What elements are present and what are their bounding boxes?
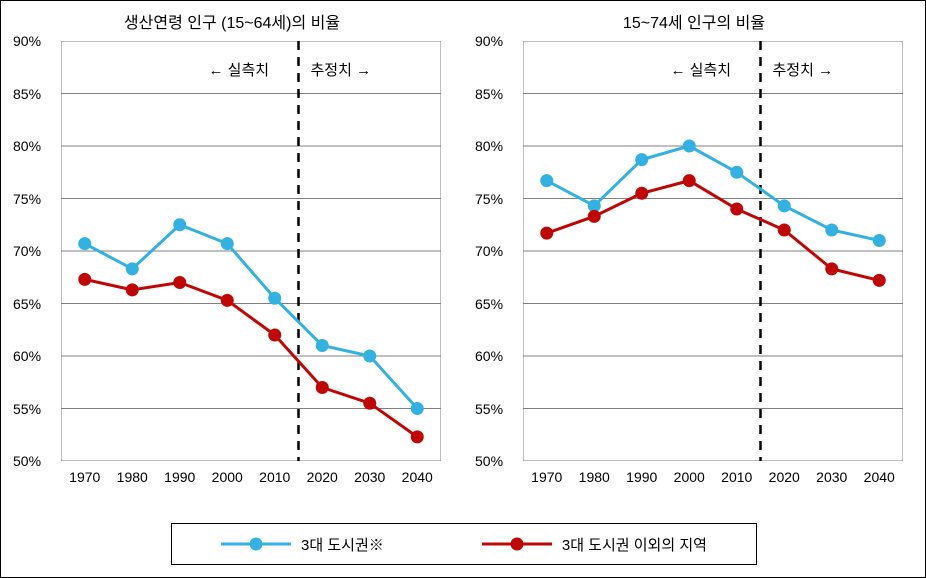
y-tick-label: 65% (13, 296, 41, 312)
y-tick-label: 90% (13, 33, 41, 49)
x-tick-label: 2040 (864, 469, 895, 485)
x-tick-label: 2000 (674, 469, 705, 485)
chart-panel-left: 생산연령 인구 (15~64세)의 비율 50%55%60%65%70%75%8… (1, 1, 463, 511)
x-tick-label: 1970 (69, 469, 100, 485)
y-tick-label: 60% (13, 348, 41, 364)
y-tick-label: 65% (475, 296, 503, 312)
series-marker-a (683, 140, 696, 153)
legend-item-nonmetro: 3대 도시권 이외의 지역 (482, 534, 707, 555)
series-marker-b (221, 294, 234, 307)
annotation-estimated: 추정치 → (311, 59, 372, 80)
x-tick-label: 1980 (579, 469, 610, 485)
series-marker-a (873, 234, 886, 247)
x-tick-label: 1990 (626, 469, 657, 485)
legend-item-metro: 3대 도시권※ (221, 534, 384, 555)
series-marker-a (411, 402, 424, 415)
series-marker-a (540, 174, 553, 187)
x-tick-label: 2030 (816, 469, 847, 485)
chart-title: 15~74세 인구의 비율 (463, 1, 925, 37)
annotation-measured: ← 실측치 (671, 59, 732, 80)
series-marker-b (78, 273, 91, 286)
y-tick-label: 50% (475, 453, 503, 469)
series-marker-b (730, 203, 743, 216)
series-marker-b (126, 283, 139, 296)
x-tick-label: 2030 (354, 469, 385, 485)
series-marker-b (683, 174, 696, 187)
series-marker-b (173, 276, 186, 289)
legend-label: 3대 도시권 이외의 지역 (562, 534, 707, 555)
y-tick-label: 85% (475, 86, 503, 102)
series-marker-b (316, 381, 329, 394)
x-tick-label: 2010 (259, 469, 290, 485)
series-marker-b (778, 224, 791, 237)
x-tick-label: 1980 (117, 469, 148, 485)
plot-area-left: 50%55%60%65%70%75%80%85%90%1970198019902… (61, 41, 441, 461)
series-marker-a (635, 153, 648, 166)
chart-title: 생산연령 인구 (15~64세)의 비율 (1, 1, 463, 37)
y-tick-label: 80% (475, 138, 503, 154)
y-tick-label: 70% (13, 243, 41, 259)
series-marker-a (268, 292, 281, 305)
y-tick-label: 75% (13, 191, 41, 207)
series-marker-a (78, 237, 91, 250)
series-marker-a (316, 339, 329, 352)
x-tick-label: 2010 (721, 469, 752, 485)
x-tick-label: 2000 (212, 469, 243, 485)
y-tick-label: 70% (475, 243, 503, 259)
plot-area-right: 50%55%60%65%70%75%80%85%90%1970198019902… (523, 41, 903, 461)
charts-row: 생산연령 인구 (15~64세)의 비율 50%55%60%65%70%75%8… (1, 1, 925, 511)
x-tick-label: 2020 (307, 469, 338, 485)
series-marker-b (268, 329, 281, 342)
series-marker-a (778, 199, 791, 212)
x-tick-label: 2040 (402, 469, 433, 485)
series-marker-b (825, 262, 838, 275)
series-marker-b (588, 210, 601, 223)
series-marker-b (873, 274, 886, 287)
annotation-estimated: 추정치 → (773, 59, 834, 80)
chart-panel-right: 15~74세 인구의 비율 50%55%60%65%70%75%80%85%90… (463, 1, 925, 511)
legend-swatch-icon (221, 535, 291, 553)
y-tick-label: 60% (475, 348, 503, 364)
x-tick-label: 1970 (531, 469, 562, 485)
series-marker-a (730, 166, 743, 179)
y-tick-label: 55% (13, 401, 41, 417)
legend: 3대 도시권※ 3대 도시권 이외의 지역 (171, 523, 757, 565)
series-marker-a (363, 350, 376, 363)
annotation-measured: ← 실측치 (209, 59, 270, 80)
series-marker-b (411, 430, 424, 443)
series-marker-b (363, 397, 376, 410)
legend-swatch-icon (482, 535, 552, 553)
series-marker-a (126, 262, 139, 275)
x-tick-label: 2020 (769, 469, 800, 485)
y-tick-label: 55% (475, 401, 503, 417)
series-marker-a (825, 224, 838, 237)
y-tick-label: 90% (475, 33, 503, 49)
legend-label: 3대 도시권※ (301, 534, 384, 555)
series-marker-b (635, 187, 648, 200)
y-tick-label: 75% (475, 191, 503, 207)
x-tick-label: 1990 (164, 469, 195, 485)
y-tick-label: 50% (13, 453, 41, 469)
series-marker-a (173, 218, 186, 231)
figure-container: 생산연령 인구 (15~64세)의 비율 50%55%60%65%70%75%8… (0, 0, 926, 578)
series-marker-a (221, 237, 234, 250)
series-marker-b (540, 227, 553, 240)
y-tick-label: 80% (13, 138, 41, 154)
y-tick-label: 85% (13, 86, 41, 102)
